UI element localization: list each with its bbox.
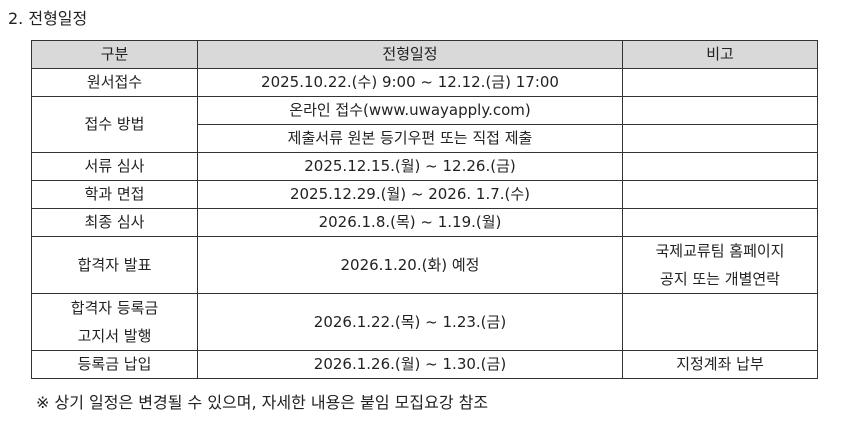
header-note: 비고: [622, 40, 818, 69]
row-category: 등록금 납입: [31, 350, 198, 379]
table-row: 제출서류 원본 등기우편 또는 직접 제출: [32, 124, 818, 153]
row-category: 합격자 등록금 고지서 발행: [31, 293, 198, 351]
schedule-table: 구분 전형일정 비고 원서접수 2025.10.22.(수) 9:00 ~ 12…: [31, 40, 818, 379]
note-line: 국제교류팀 홈페이지: [655, 242, 785, 260]
table-row: 합격자 등록금 고지서 발행 2026.1.22.(목) ~ 1.23.(금): [31, 293, 818, 351]
row-category: 합격자 발표: [31, 236, 198, 294]
row-schedule: 제출서류 원본 등기우편 또는 직접 제출: [197, 124, 623, 153]
row-category: 접수 방법: [31, 96, 198, 153]
row-schedule: 2026.1.20.(화) 예정: [197, 236, 623, 294]
footnote: ※ 상기 일정은 변경될 수 있으며, 자세한 내용은 붙임 모집요강 참조: [36, 393, 489, 412]
table-row: 학과 면접 2025.12.29.(월) ~ 2026. 1.7.(수): [31, 180, 818, 209]
row-schedule: 2025.10.22.(수) 9:00 ~ 12.12.(금) 17:00: [197, 68, 623, 97]
section-title: 2. 전형일정: [8, 9, 88, 28]
row-note: [622, 68, 818, 97]
table-row: 최종 심사 2026.1.8.(목) ~ 1.19.(월): [31, 208, 818, 237]
row-note: 국제교류팀 홈페이지 공지 또는 개별연락: [622, 236, 818, 294]
category-line: 고지서 발행: [77, 327, 152, 345]
table-header-row: 구분 전형일정 비고: [31, 40, 818, 69]
table-row: 서류 심사 2025.12.15.(월) ~ 12.26.(금): [31, 152, 818, 181]
row-note: [622, 124, 818, 153]
category-line: 합격자 등록금: [70, 299, 159, 317]
table-row: 등록금 납입 2026.1.26.(월) ~ 1.30.(금) 지정계좌 납부: [31, 350, 818, 379]
header-schedule: 전형일정: [197, 40, 623, 69]
row-category: 원서접수: [31, 68, 198, 97]
table-row: 원서접수 2025.10.22.(수) 9:00 ~ 12.12.(금) 17:…: [31, 68, 818, 97]
row-schedule: 2026.1.22.(목) ~ 1.23.(금): [197, 293, 623, 351]
table-row: 합격자 발표 2026.1.20.(화) 예정 국제교류팀 홈페이지 공지 또는…: [31, 236, 818, 294]
row-schedule: 2026.1.8.(목) ~ 1.19.(월): [197, 208, 623, 237]
row-category: 학과 면접: [31, 180, 198, 209]
row-schedule: 온라인 접수(www.uwayapply.com): [197, 96, 623, 125]
note-line: 공지 또는 개별연락: [660, 270, 780, 288]
row-schedule: 2025.12.29.(월) ~ 2026. 1.7.(수): [197, 180, 623, 209]
row-note: [622, 208, 818, 237]
row-note: [622, 96, 818, 125]
row-note: 지정계좌 납부: [622, 350, 818, 379]
row-category: 최종 심사: [31, 208, 198, 237]
row-category: 서류 심사: [31, 152, 198, 181]
row-note: [622, 180, 818, 209]
table-row: 접수 방법 온라인 접수(www.uwayapply.com): [31, 96, 818, 153]
row-schedule: 2025.12.15.(월) ~ 12.26.(금): [197, 152, 623, 181]
row-note: [622, 152, 818, 181]
row-note: [622, 293, 818, 351]
header-category: 구분: [31, 40, 198, 69]
row-schedule: 2026.1.26.(월) ~ 1.30.(금): [197, 350, 623, 379]
